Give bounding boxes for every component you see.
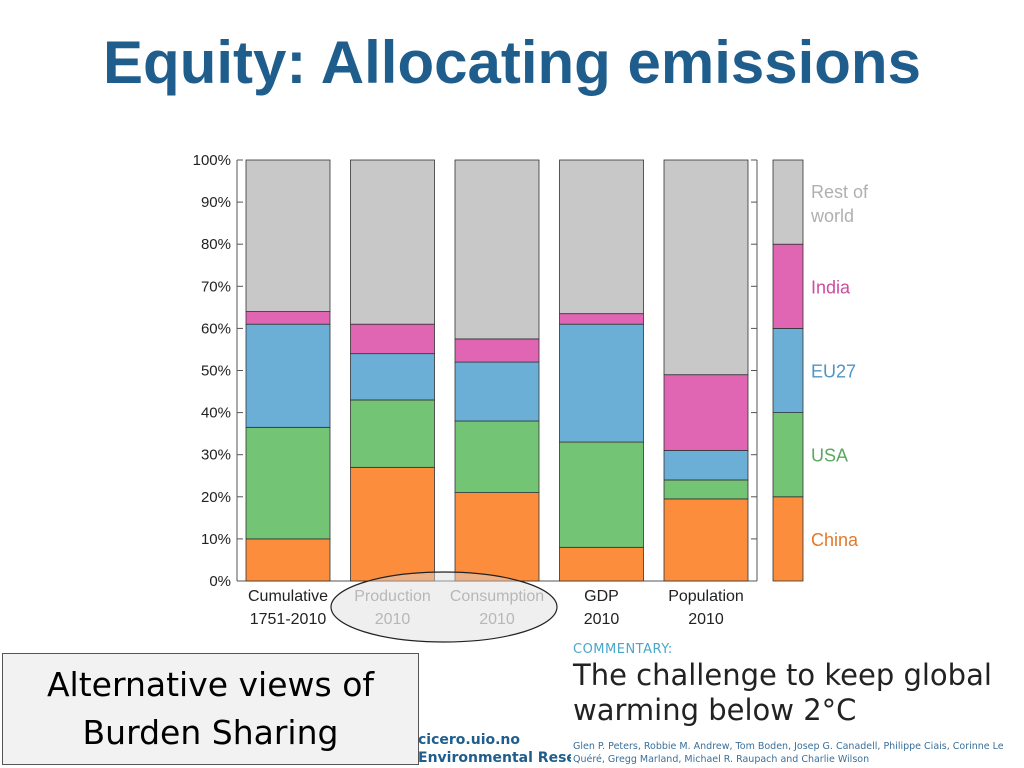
callout-line-1: Alternative views of bbox=[46, 665, 375, 704]
bar-segment-india bbox=[454, 338, 540, 363]
x-tick-label-sub: 2010 bbox=[688, 611, 724, 628]
bar-segment-india bbox=[559, 313, 644, 325]
legend-label: India bbox=[811, 277, 851, 297]
bar-segment-rest-of-world bbox=[559, 159, 644, 315]
source-url[interactable]: cicero.uio.no bbox=[418, 732, 521, 748]
legend-label: USA bbox=[811, 446, 848, 466]
bar-segment-india bbox=[663, 374, 749, 451]
bar-segment-rest-of-world bbox=[350, 159, 435, 325]
bar-segment-usa bbox=[454, 420, 540, 493]
x-tick-label: Consumption bbox=[450, 588, 544, 605]
bar-segment-usa bbox=[350, 399, 435, 468]
highlight-ellipse bbox=[330, 571, 558, 643]
y-tick-label: 0% bbox=[209, 573, 231, 590]
legend-swatch-eu27 bbox=[772, 327, 804, 413]
x-tick-label-sub: 2010 bbox=[375, 611, 411, 628]
slide-title: Equity: Allocating emissions bbox=[103, 29, 921, 96]
commentary-authors: Glen P. Peters, Robbie M. Andrew, Tom Bo… bbox=[573, 741, 1004, 765]
commentary-label: COMMENTARY: bbox=[573, 642, 673, 657]
legend-swatch-india bbox=[772, 243, 804, 329]
y-tick-label: 70% bbox=[201, 278, 231, 295]
legend-label: Rest of bbox=[811, 182, 869, 202]
y-tick-label: 100% bbox=[193, 152, 231, 169]
commentary-title: The challenge to keep global warming bel… bbox=[573, 658, 992, 727]
stacked-bar-chart: 0% 10% 20% 30% 40% 50% 60% 70% 80% 90% 100% Cumulat… bbox=[193, 152, 869, 643]
bar-segment-china bbox=[559, 546, 644, 582]
legend-swatch-china bbox=[772, 496, 804, 582]
y-tick-label: 20% bbox=[201, 489, 231, 506]
y-tick-label: 90% bbox=[201, 194, 231, 211]
bar-segment-china bbox=[245, 538, 331, 582]
bar-segment-china bbox=[454, 492, 540, 582]
y-tick-label: 50% bbox=[201, 363, 231, 380]
bar-segment-eu27 bbox=[663, 450, 749, 481]
bar-segment-rest-of-world bbox=[663, 159, 749, 376]
y-tick-label: 30% bbox=[201, 447, 231, 464]
x-tick-label-sub: 2010 bbox=[479, 611, 515, 628]
bar-segment-usa bbox=[663, 479, 749, 500]
legend-swatch-usa bbox=[772, 412, 804, 498]
legend-label: China bbox=[811, 530, 859, 550]
bar-segment-usa bbox=[245, 426, 331, 540]
x-tick-label: Cumulative bbox=[248, 588, 328, 605]
x-tick-label: GDP bbox=[584, 588, 619, 605]
bar-segment-rest-of-world bbox=[454, 159, 540, 340]
legend-swatch-rest-of bbox=[772, 159, 804, 245]
bar-segment-rest-of-world bbox=[245, 159, 331, 312]
legend-label-line2: world bbox=[810, 206, 854, 226]
bar-segment-eu27 bbox=[454, 361, 540, 422]
callout-line-2: Burden Sharing bbox=[82, 713, 339, 752]
bar-segment-india bbox=[245, 311, 331, 325]
bar-segment-eu27 bbox=[350, 353, 435, 401]
bar-segment-eu27 bbox=[559, 323, 644, 443]
source-organization: Environmental Research bbox=[418, 750, 571, 766]
x-tick-label: Population bbox=[668, 588, 744, 605]
x-tick-label-sub: 2010 bbox=[584, 611, 620, 628]
x-tick-label-sub: 1751-2010 bbox=[250, 611, 327, 628]
bar-segment-china bbox=[350, 466, 435, 582]
y-tick-label: 80% bbox=[201, 236, 231, 253]
y-tick-label: 10% bbox=[201, 531, 231, 548]
y-tick-label: 40% bbox=[201, 405, 231, 422]
bar-segment-eu27 bbox=[245, 323, 331, 428]
callout-box: Alternative views of Burden Sharing bbox=[2, 653, 419, 765]
y-tick-label: 60% bbox=[201, 320, 231, 337]
legend-label: EU27 bbox=[811, 362, 856, 382]
bar-segment-india bbox=[350, 323, 435, 355]
bar-segment-usa bbox=[559, 441, 644, 548]
bar-segment-china bbox=[663, 498, 749, 582]
x-tick-label: Production bbox=[354, 588, 431, 605]
